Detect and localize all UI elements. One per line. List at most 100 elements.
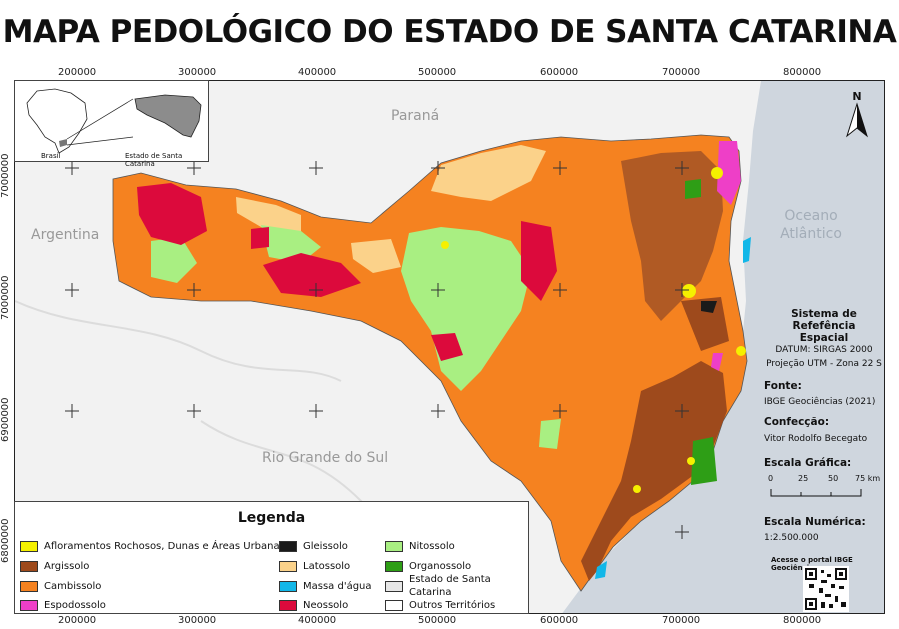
grid-x-label: 800000 — [783, 615, 822, 626]
legend-label: Organossolo — [409, 560, 472, 572]
legend-swatch — [279, 599, 297, 611]
label-ocean-line2: Atlântico — [780, 226, 842, 242]
grid-x-label: 700000 — [662, 615, 701, 626]
portal-text: Acesse o portal IBGE Geociências: — [771, 556, 853, 572]
ref-datum: DATUM: SIRGAS 2000 — [775, 345, 873, 355]
legend-swatch — [279, 540, 297, 552]
soil-afloramentos — [682, 284, 696, 298]
label-rio-grande-do-sul: Rio Grande do Sul — [262, 450, 389, 466]
grid-x-label: 400000 — [298, 615, 337, 626]
north-letter: N — [852, 90, 862, 103]
soil-argissolo — [681, 297, 729, 351]
scale-tick-0: 0 — [768, 474, 774, 483]
grid-x-label: 600000 — [540, 67, 579, 78]
legend-swatch — [20, 599, 38, 611]
soil-afloramentos — [687, 457, 695, 465]
numeric-scale-heading: Escala Numérica: — [764, 516, 866, 528]
soil-afloramentos — [711, 167, 723, 179]
legend-swatch — [279, 580, 297, 592]
legend-item-afloramentos: Afloramentos Rochosos, Dunas e Áreas Urb… — [20, 539, 285, 553]
inset-sc-shape — [134, 94, 202, 138]
grid-x-label: 500000 — [418, 615, 457, 626]
map-title: MAPA PEDOLÓGICO DO ESTADO DE SANTA CATAR… — [2, 14, 897, 50]
ref-system-title-line2: Espacial — [799, 332, 849, 344]
soil-nitossolo — [151, 237, 197, 283]
label-argentina: Argentina — [31, 227, 100, 243]
inset-sc-highlight — [59, 139, 67, 147]
legend-item-cambissolo: Cambissolo — [20, 579, 101, 593]
inset-label-state: Estado de Santa Catarina — [125, 152, 183, 168]
grid-x-label: 200000 — [58, 615, 97, 626]
grid-x-label: 400000 — [298, 67, 337, 78]
legend-item-gleissolo: Gleissolo — [279, 539, 348, 553]
north-arrow: N — [838, 90, 876, 142]
legend-label: Neossolo — [303, 599, 349, 611]
inset-canvas — [26, 88, 202, 154]
legend-item-espodossolo: Espodossolo — [20, 598, 106, 612]
soil-latossolo — [236, 197, 301, 233]
river — [15, 300, 342, 382]
legend-label: Latossolo — [303, 560, 351, 572]
soil-nitossolo — [401, 227, 531, 391]
legend-panel: Legenda Afloramentos Rochosos, Dunas e Á… — [14, 501, 529, 614]
soil-organossolo — [691, 437, 717, 485]
grid-x-label: 700000 — [662, 67, 701, 78]
grid-x-label: 200000 — [58, 67, 97, 78]
ref-system-title: Sistema de Refefência Espacial — [764, 308, 884, 344]
legend-title: Legenda — [237, 510, 306, 526]
legend-label: Afloramentos Rochosos, Dunas e Áreas Urb… — [44, 540, 285, 552]
legend-label: Estado de Santa Catarina — [409, 574, 491, 598]
legend-label: Massa d'água — [303, 580, 372, 592]
legend-label: Espodossolo — [44, 599, 106, 611]
label-ocean-line1: Oceano — [784, 208, 838, 224]
grid-y-label: 7000000 — [0, 275, 11, 320]
scale-tick-50: 50 — [828, 474, 839, 483]
author-text: Vitor Rodolfo Becegato — [764, 434, 868, 444]
legend-swatch — [279, 560, 297, 572]
soil-neossolo — [251, 227, 269, 249]
grid-x-label: 500000 — [418, 67, 457, 78]
scale-bar — [770, 489, 862, 497]
inset-locator-map[interactable]: Brasil Estado de Santa Catarina — [14, 80, 209, 168]
soil-neossolo — [263, 253, 361, 297]
soil-afloramentos — [441, 241, 449, 249]
label-parana: Paraná — [391, 108, 440, 124]
qr-code-icon[interactable] — [803, 566, 849, 612]
ref-system-title-line1: Sistema de Refefência — [791, 308, 857, 332]
legend-swatch — [385, 599, 403, 611]
grid-x-label: 600000 — [540, 615, 579, 626]
grid-x-label: 300000 — [178, 67, 217, 78]
grid-x-label: 300000 — [178, 615, 217, 626]
inset-connector-lines — [66, 98, 134, 146]
legend-item-neossolo: Neossolo — [279, 598, 348, 612]
water-body — [595, 561, 607, 579]
soil-latossolo — [431, 145, 546, 201]
legend-swatch — [20, 540, 38, 552]
ocean-area — [562, 81, 884, 613]
soil-neossolo — [137, 183, 207, 245]
ref-projection: Projeção UTM - Zona 22 S — [766, 359, 882, 369]
legend-swatch — [20, 580, 38, 592]
legend-label: Gleissolo — [303, 540, 348, 552]
soil-neossolo — [431, 333, 463, 361]
soil-neossolo — [521, 221, 557, 301]
numeric-scale-value: 1:2.500.000 — [764, 533, 819, 543]
legend-swatch — [20, 560, 38, 572]
scale-tick-25: 25 — [798, 474, 809, 483]
soil-latossolo — [351, 239, 401, 273]
water-body — [743, 237, 751, 263]
soil-nitossolo — [261, 225, 321, 263]
north-arrow-icon — [846, 102, 868, 138]
grid-crosses — [65, 161, 689, 539]
inset-brazil-shape — [26, 88, 88, 154]
legend-item-latossolo: Latossolo — [279, 559, 350, 573]
author-heading: Confecção: — [764, 416, 830, 428]
legend-label: Outros Territórios — [409, 599, 496, 611]
source-heading: Fonte: — [764, 380, 802, 392]
legend-label: Cambissolo — [44, 580, 102, 592]
legend-item-organossolo: Organossolo — [385, 559, 471, 573]
soil-argissolo — [581, 361, 727, 581]
soil-organossolo — [685, 179, 701, 199]
soil-afloramentos — [736, 346, 746, 356]
soil-nitossolo — [539, 419, 561, 449]
